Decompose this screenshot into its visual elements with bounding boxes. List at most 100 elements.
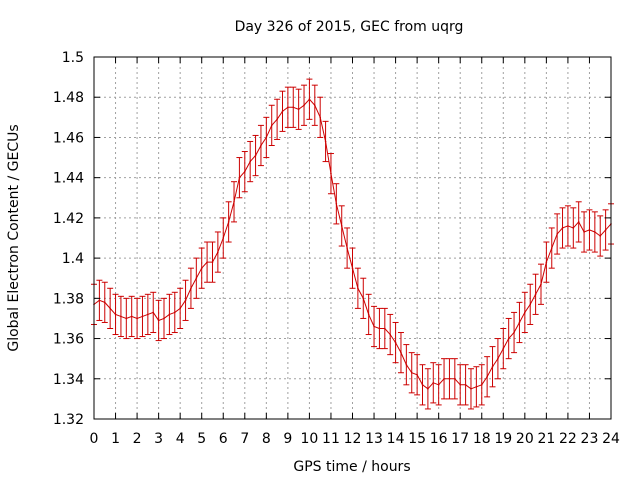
error-bar: [360, 277, 367, 319]
error-bar: [139, 295, 146, 338]
error-bar: [96, 279, 103, 321]
data-point: [130, 315, 133, 318]
data-point: [227, 221, 230, 223]
data-point: [168, 313, 171, 316]
error-bar: [591, 211, 598, 253]
data-point: [346, 247, 348, 249]
data-point: [400, 351, 402, 354]
error-bar: [570, 207, 577, 249]
data-point: [480, 384, 483, 386]
x-tick-label: 24: [602, 431, 620, 447]
data-point: [195, 277, 198, 280]
error-bar: [543, 241, 550, 283]
error-bar: [150, 291, 157, 334]
error-bar: [301, 84, 308, 126]
error-bar: [457, 364, 464, 406]
error-bar: [327, 153, 334, 195]
grid-lines: [94, 57, 611, 419]
error-bar: [117, 295, 124, 338]
data-point: [594, 231, 596, 233]
data-point: [120, 315, 122, 318]
error-bar: [123, 297, 130, 340]
error-bar: [311, 84, 318, 126]
data-point: [222, 237, 225, 239]
axis-ticks: 0 1 2 3 4 5 6 7 8 9 10 11 12 13 14 15 16 17 18 19 20 21 22 23 24…: [53, 50, 620, 447]
x-tick-label: 2: [133, 431, 142, 447]
error-bar: [204, 241, 211, 283]
data-point: [410, 371, 413, 374]
x-tick-label: 17: [451, 431, 469, 447]
error-bar: [381, 307, 388, 350]
data-point: [243, 170, 246, 173]
data-point: [254, 154, 257, 157]
error-bar: [220, 217, 227, 259]
error-bar: [290, 86, 297, 128]
data-point: [524, 311, 526, 314]
error-bar: [505, 317, 512, 360]
error-bar: [284, 86, 291, 128]
y-tick-label: 1.4: [62, 251, 84, 267]
error-bar: [274, 98, 281, 140]
data-point: [464, 384, 467, 386]
data-point: [491, 365, 494, 368]
data-point: [211, 261, 214, 263]
error-bar: [252, 134, 259, 177]
error-bar: [408, 352, 415, 394]
error-bar: [376, 307, 383, 350]
data-point: [206, 261, 208, 263]
y-tick-label: 1.36: [53, 332, 84, 348]
data-point: [308, 98, 311, 101]
data-series: [91, 78, 614, 410]
error-bar: [295, 88, 302, 130]
data-point: [141, 315, 144, 318]
error-bar: [484, 356, 491, 398]
error-bar: [268, 104, 275, 146]
data-point: [513, 331, 515, 334]
x-tick-label: 12: [344, 431, 362, 447]
error-bar: [446, 358, 453, 400]
data-point: [351, 267, 354, 269]
y-tick-label: 1.38: [53, 291, 84, 307]
data-point: [599, 235, 602, 237]
error-bar: [338, 205, 345, 247]
data-point: [281, 110, 284, 113]
error-bar: [511, 311, 518, 354]
data-point: [276, 118, 278, 121]
error-bar: [564, 205, 571, 247]
chart-title: Day 326 of 2015, GEC from uqrg: [235, 19, 464, 35]
error-bar: [166, 293, 173, 336]
error-bar: [473, 366, 480, 408]
data-point: [394, 341, 397, 344]
error-bar: [602, 209, 609, 251]
x-tick-label: 16: [430, 431, 448, 447]
error-bar: [537, 263, 544, 305]
x-tick-label: 9: [283, 431, 292, 447]
data-point: [157, 319, 160, 322]
error-bar: [257, 124, 264, 167]
error-bar: [187, 267, 194, 309]
data-point: [421, 384, 424, 386]
error-bar: [101, 281, 108, 323]
data-point: [114, 313, 117, 316]
x-tick-label: 18: [473, 431, 491, 447]
data-point: [324, 140, 327, 143]
x-tick-label: 0: [90, 431, 99, 447]
x-tick-label: 13: [365, 431, 383, 447]
data-point: [103, 301, 106, 304]
data-point: [518, 321, 521, 324]
data-point: [572, 227, 575, 229]
x-tick-label: 3: [154, 431, 163, 447]
data-point: [588, 229, 591, 231]
error-bar: [467, 368, 474, 410]
error-bar: [247, 140, 254, 183]
error-bar: [134, 297, 141, 340]
error-bar: [494, 338, 501, 380]
error-bar: [263, 116, 270, 159]
data-point: [432, 382, 435, 384]
error-bar: [397, 332, 404, 374]
error-bar: [128, 295, 135, 338]
data-point: [405, 363, 408, 366]
error-bar: [521, 291, 528, 334]
data-point: [577, 221, 580, 223]
